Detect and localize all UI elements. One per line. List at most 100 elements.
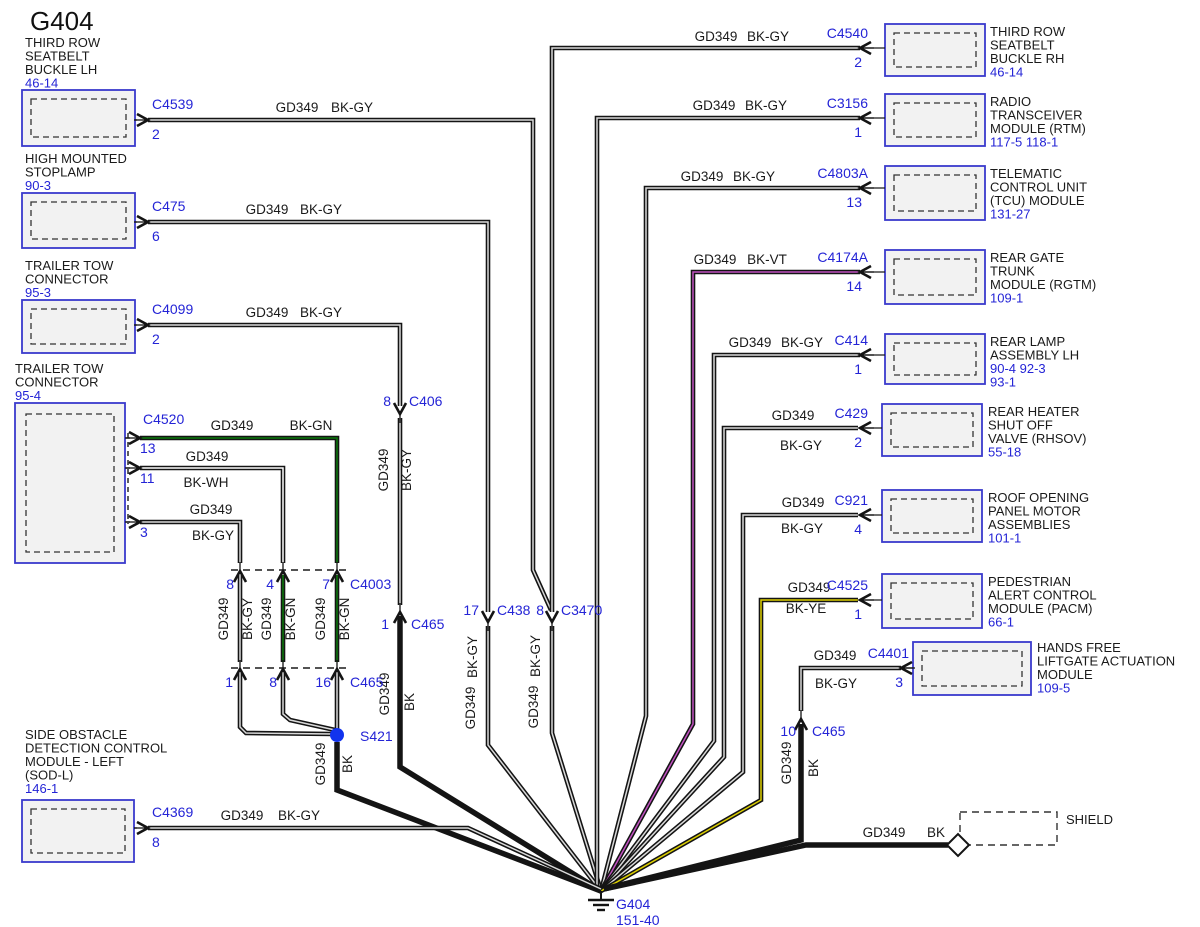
page-ref-link[interactable]: 131-27 [990,207,1030,222]
splice-id-link[interactable]: S421 [360,728,393,744]
connector-id-link[interactable]: C921 [835,492,869,508]
wire-label: GD349 [694,252,737,267]
wire-label: GD349 [772,408,815,423]
page-ref-link[interactable]: 90-3 [25,178,51,193]
connector-id-link[interactable]: C438 [497,602,531,618]
page-ref-link[interactable]: 55-18 [988,445,1021,460]
wire-stripe [600,514,858,892]
inline-connector-c406: 8 C406 [383,393,443,423]
connector-id-link[interactable]: C4803A [817,165,868,181]
pin-arrow-icon [128,430,143,446]
pin-number: 16 [315,674,331,690]
device-name: REAR HEATER [988,404,1080,419]
page-ref-link[interactable]: 117-5 118-1 [990,135,1058,150]
connector-id-link[interactable]: C429 [835,405,869,421]
wire-c438-to-ground: BK-GY GD349 [463,626,603,893]
device-name: MODULE [1037,667,1093,682]
connector-id-link[interactable]: C4174A [817,249,868,265]
connector-id-link[interactable]: C4369 [152,804,193,820]
connector-id-link[interactable]: C414 [835,332,869,348]
connector-id-link[interactable]: C465 [411,616,445,632]
connector-id-link[interactable]: C465 [350,674,384,690]
page-ref-link[interactable]: 109-1 [990,291,1023,306]
pin-number: 7 [322,576,330,592]
device-box-inner-dashed [893,102,977,138]
device-name: HIGH MOUNTED [25,151,127,166]
wire-label: BK-GY [781,335,823,350]
wire-label: BK-GY [745,98,787,113]
pin-number: 17 [463,602,479,618]
page-ref-link[interactable]: 66-1 [988,615,1014,630]
page-ref-link[interactable]: 93-1 [990,375,1016,390]
inline-connector-c465: 1 C465 [381,603,445,632]
pin-number: 3 [895,674,903,690]
page-ref-link[interactable]: 46-14 [990,65,1023,80]
wire-stripe [800,667,901,711]
wire-stripe [551,626,602,892]
wire-label: BK-GN [337,598,352,641]
page-ref-link[interactable]: 90-4 92-3 [990,361,1046,376]
device-name: PANEL MOTOR [988,504,1081,519]
pin-number: 1 [225,674,233,690]
pin-arrow-icon [232,568,248,583]
page-ref-link[interactable]: 101-1 [988,531,1021,546]
connector-id-link[interactable]: C4539 [152,96,193,112]
connector-id-link[interactable]: C4099 [152,301,193,317]
page-ref-link[interactable]: 109-5 [1037,681,1070,696]
connector-id-link[interactable]: C3470 [561,602,602,618]
wire-stripe [282,673,336,731]
wire-label: GD349 [788,580,831,595]
device-name: (SOD-L) [25,768,73,783]
wire-label: GD349 [313,598,328,641]
connector-id-link[interactable]: C4401 [868,645,909,661]
wire-label: GD349 [779,742,794,785]
pin-arrow-icon [857,264,872,280]
connector-id-link[interactable]: C4003 [350,576,391,592]
device-box [881,403,983,457]
connector-id-link[interactable]: C4540 [827,25,868,41]
device-box-inner-dashed [893,32,977,68]
ground-page-ref-link[interactable]: 151-40 [616,912,660,927]
connector-id-link[interactable]: C406 [409,393,443,409]
pin-arrow-icon [480,610,496,625]
wire-label: BK [402,693,417,711]
page-ref-link[interactable]: 95-3 [25,285,51,300]
connector-id-link[interactable]: C475 [152,198,186,214]
wire-line [599,512,858,893]
page-ref-link[interactable]: 95-4 [15,388,41,403]
wire-c465-1-to-s421 [237,673,334,737]
connector-id-link[interactable]: C4520 [143,411,184,427]
wire-stripe [140,437,338,563]
pin-arrow-icon [136,214,151,230]
pin-number: 2 [152,331,160,347]
device-name: RADIO [990,94,1031,109]
shield-box [959,811,1058,846]
device-name: BUCKLE LH [25,62,97,77]
device-box-inner-dashed [893,258,977,296]
device-box-inner-dashed [30,308,127,345]
connector-id-link[interactable]: C4525 [827,577,868,593]
page-ref-link[interactable]: 146-1 [25,781,58,796]
pin-arrow-icon [128,460,143,476]
ground-id-link[interactable]: G404 [616,896,650,912]
wire-line [485,626,603,893]
connector-id-link[interactable]: C465 [812,723,846,739]
wire-c3156-bk-gy: GD349 BK-GY [594,98,860,891]
connector-id-link[interactable]: C3156 [827,95,868,111]
pin-number: 11 [140,470,155,486]
wire-c4520-13-bk-gn: GD349 BK-GN [140,418,340,563]
wire-label: GD349 [681,169,724,184]
device-name: TRANSCEIVER [990,108,1082,123]
page-ref-link[interactable]: 46-14 [25,76,58,91]
wire-label: BK-GY [331,100,373,115]
wire-line [334,742,602,894]
pin-arrow-icon [392,402,408,417]
